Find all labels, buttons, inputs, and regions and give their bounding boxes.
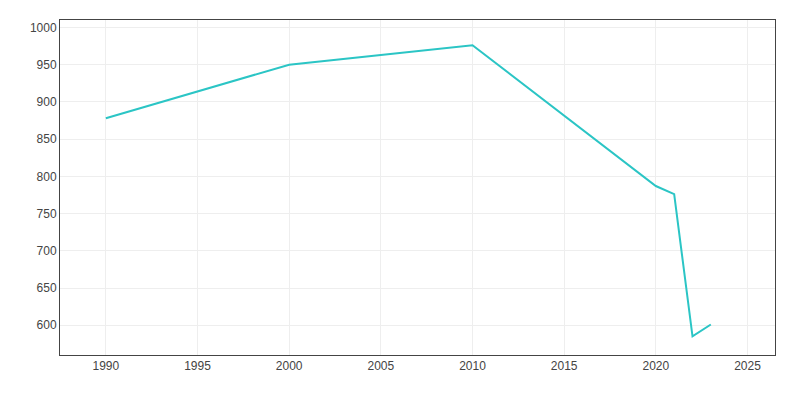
svg-text:1990: 1990 (92, 359, 119, 373)
svg-text:950: 950 (37, 58, 57, 72)
svg-text:2000: 2000 (276, 359, 303, 373)
svg-text:650: 650 (37, 281, 57, 295)
svg-text:2020: 2020 (642, 359, 669, 373)
svg-text:600: 600 (37, 318, 57, 332)
svg-text:700: 700 (37, 244, 57, 258)
svg-text:2010: 2010 (459, 359, 486, 373)
svg-text:2025: 2025 (734, 359, 761, 373)
svg-text:800: 800 (37, 170, 57, 184)
svg-text:750: 750 (37, 207, 57, 221)
svg-text:2015: 2015 (551, 359, 578, 373)
svg-text:2005: 2005 (367, 359, 394, 373)
svg-text:1000: 1000 (30, 21, 57, 35)
svg-text:1995: 1995 (184, 359, 211, 373)
svg-text:900: 900 (37, 95, 57, 109)
svg-text:850: 850 (37, 132, 57, 146)
